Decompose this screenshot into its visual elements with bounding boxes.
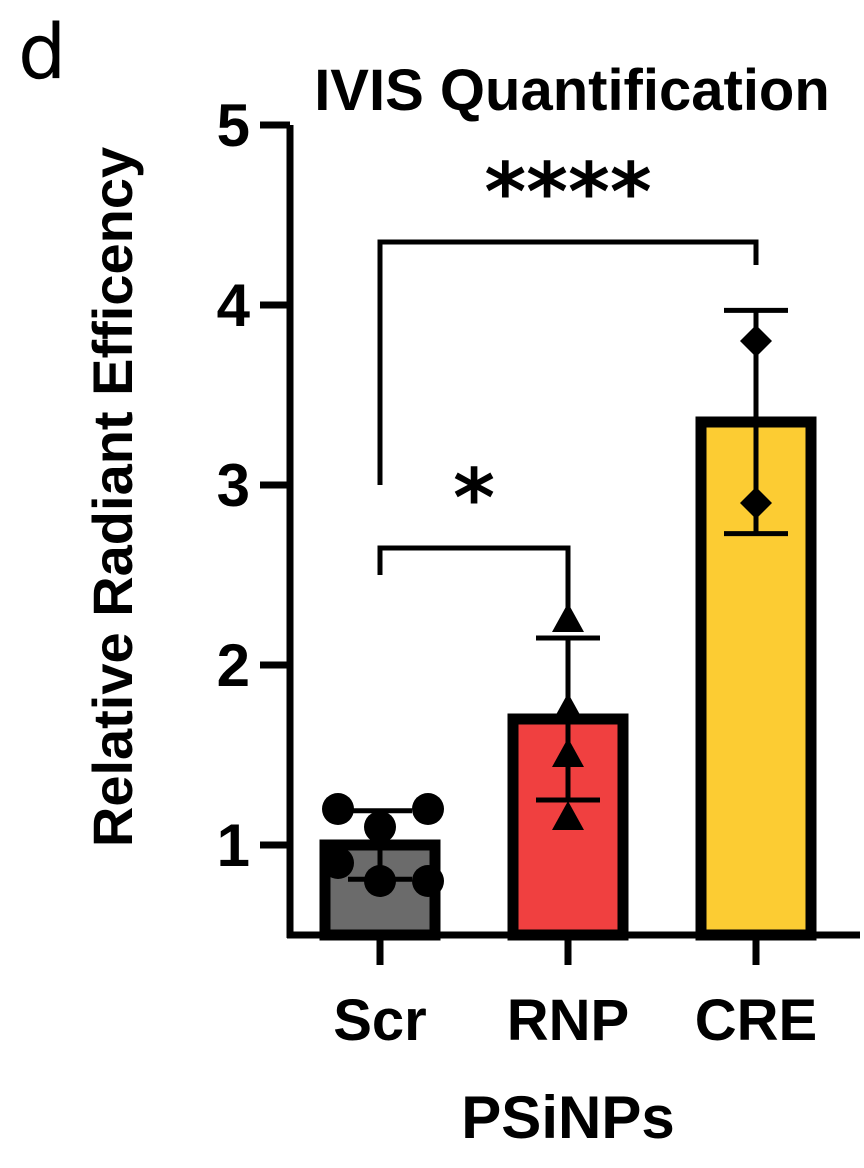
data-point xyxy=(412,865,444,897)
panel-letter: d xyxy=(18,7,66,96)
data-point xyxy=(552,693,584,722)
data-point xyxy=(552,738,584,767)
y-tick-label: 1 xyxy=(217,812,250,879)
data-point xyxy=(552,801,584,830)
data-point xyxy=(412,793,444,825)
chart-title: IVIS Quantification xyxy=(314,58,830,123)
significance-label: * xyxy=(453,452,495,545)
significance-label: **** xyxy=(484,146,651,239)
x-tick-label-scr: Scr xyxy=(333,988,427,1053)
data-point xyxy=(740,325,772,357)
x-axis-label: PSiNPs xyxy=(461,1084,674,1151)
y-tick-label: 3 xyxy=(217,452,250,519)
data-point xyxy=(322,793,354,825)
significance-bracket xyxy=(377,239,759,485)
data-point xyxy=(364,865,396,897)
x-tick-label-rnp: RNP xyxy=(507,988,629,1053)
y-tick-label: 5 xyxy=(217,92,250,159)
data-point xyxy=(364,811,396,843)
y-tick-label: 4 xyxy=(217,272,251,339)
significance-bracket xyxy=(377,545,571,630)
data-point xyxy=(740,487,772,519)
x-tick-label-cre: CRE xyxy=(695,988,817,1053)
data-point xyxy=(322,847,354,879)
y-axis-label: Relative Radiant Efficency xyxy=(81,147,144,847)
y-tick-label: 2 xyxy=(217,632,250,699)
